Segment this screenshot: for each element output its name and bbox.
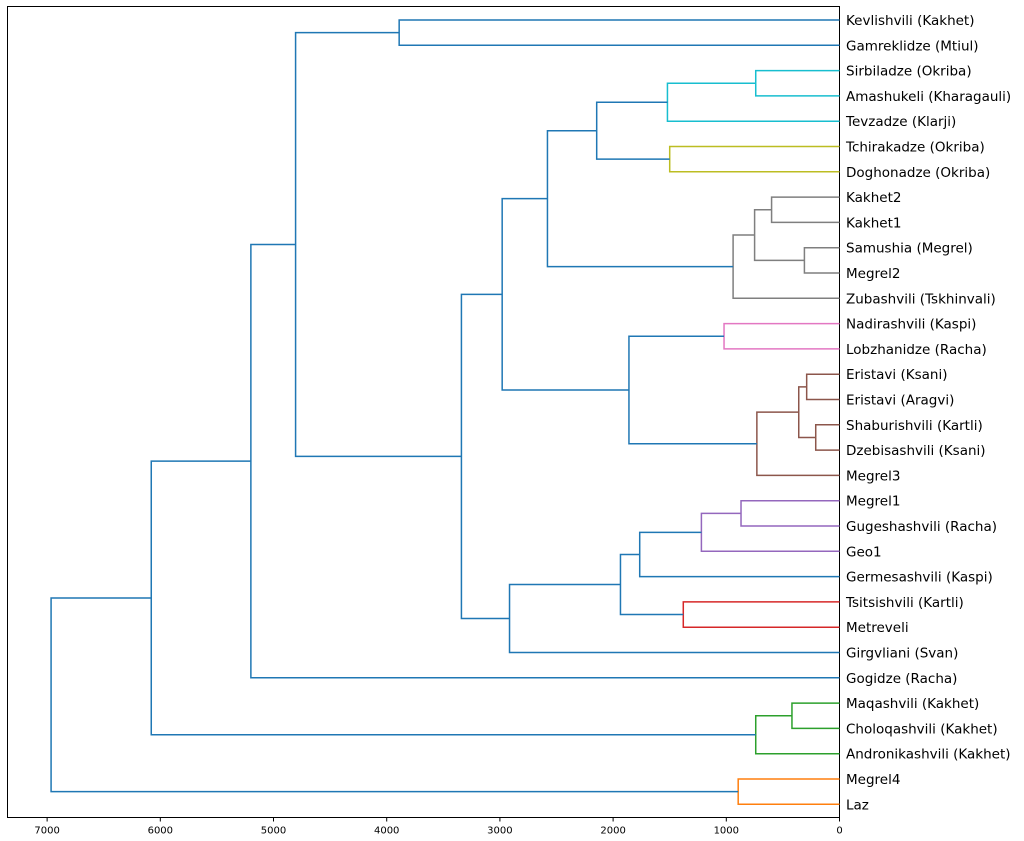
leaf-label: Dzebisashvili (Ksani) <box>846 443 986 459</box>
leaf-label: Gugeshashvili (Racha) <box>846 519 997 535</box>
leaf-label: Doghonadze (Okriba) <box>846 165 990 181</box>
leaf-label: Lobzhanidze (Racha) <box>846 342 987 358</box>
x-tick-label: 0 <box>836 826 842 837</box>
plot-frame <box>7 6 840 818</box>
dendrogram-link <box>791 702 840 730</box>
x-tick-label: 6000 <box>148 826 173 837</box>
x-tick-label: 1000 <box>714 826 739 837</box>
dendrogram-link <box>638 531 840 578</box>
leaf-label: Amashukeli (Kharagauli) <box>846 89 1011 105</box>
leaf-label: Nadirashvili (Kaspi) <box>846 317 976 333</box>
leaf-label: Eristavi (Ksani) <box>846 367 947 383</box>
dendrogram-link <box>150 460 756 736</box>
leaf-labels: Kevlishvili (Kakhet) Gamreklidze (Mtiul) S… <box>845 13 1011 813</box>
leaf-label: Maqashvili (Kakhet) <box>846 696 979 712</box>
leaf-label: Tevzadze (Klarji) <box>845 114 956 130</box>
leaf-label: Megrel3 <box>846 468 900 484</box>
dendrogram-link <box>682 601 840 628</box>
leaf-label: Tsitsishvili (Kartli) <box>845 595 964 611</box>
x-tick-label: 3000 <box>487 826 512 837</box>
dendrogram-link <box>740 499 840 527</box>
x-tick-label: 4000 <box>374 826 399 837</box>
x-tick-label: 2000 <box>600 826 625 837</box>
dendrogram-link <box>814 424 840 451</box>
x-axis: 7000 6000 5000 4000 3000 2000 1000 0 <box>34 817 843 837</box>
dendrogram-link <box>619 553 684 616</box>
dendrogram-link <box>770 196 840 224</box>
leaf-label: Megrel1 <box>846 494 900 510</box>
dendrogram-link <box>668 145 840 173</box>
dendrogram-link <box>501 197 629 391</box>
dendrogram-link <box>546 129 734 268</box>
leaf-label: Zubashvili (Tskhinvali) <box>846 291 996 307</box>
leaf-label: Germesashvili (Kaspi) <box>846 570 993 586</box>
leaf-label: Gogidze (Racha) <box>846 671 957 687</box>
leaf-label: Kakhet2 <box>846 190 901 206</box>
dendrogram-link <box>803 246 840 274</box>
leaf-label: Eristavi (Aragvi) <box>846 393 954 409</box>
leaf-label: Kevlishvili (Kakhet) <box>846 13 975 29</box>
x-tick-label: 7000 <box>34 826 59 837</box>
dendrogram-link <box>753 209 805 262</box>
dendrogram-link <box>797 386 816 439</box>
leaf-label: Geo1 <box>846 544 882 560</box>
dendrogram-link <box>756 411 840 477</box>
leaf-label: Andronikashvili (Kakhet) <box>846 747 1011 763</box>
leaf-label: Tchirakadze (Okriba) <box>845 140 985 156</box>
leaf-label: Megrel4 <box>846 772 900 788</box>
leaf-label: Samushia (Megrel) <box>846 241 973 257</box>
leaf-label: Girgvliani (Svan) <box>846 646 958 662</box>
leaf-label: Gamreklidze (Mtiul) <box>846 38 979 54</box>
dendrogram-link <box>250 243 840 679</box>
dendrogram-link <box>732 234 840 300</box>
dendrogram-link <box>294 31 462 458</box>
dendrogram-link <box>805 373 840 401</box>
dendrogram-link <box>754 715 840 755</box>
x-tick-label: 5000 <box>261 826 286 837</box>
leaf-label: Shaburishvili (Kartli) <box>846 418 983 434</box>
leaf-label: Metreveli <box>846 620 909 636</box>
leaf-label: Sirbiladze (Okriba) <box>846 64 972 80</box>
dendrogram-link <box>723 322 840 350</box>
links <box>50 19 840 806</box>
dendrogram-link <box>508 583 840 654</box>
leaf-label: Laz <box>846 797 869 813</box>
leaf-label: Choloqashvili (Kakhet) <box>846 721 998 737</box>
dendrogram-link <box>700 512 840 553</box>
dendrogram-link <box>398 19 840 47</box>
dendrogram-link <box>737 778 840 806</box>
leaf-label: Kakhet1 <box>846 215 901 231</box>
dendrogram-link <box>50 597 739 793</box>
dendrogram-link <box>666 82 840 122</box>
leaf-label: Megrel2 <box>846 266 900 282</box>
dendrogram-link <box>754 69 840 97</box>
dendrogram-link <box>595 101 670 160</box>
dendrogram-link <box>628 335 757 445</box>
